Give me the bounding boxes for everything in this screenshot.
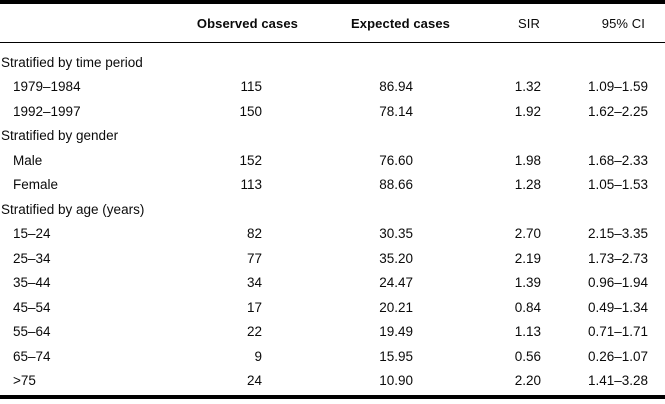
sir-value: 0.56 [514,348,541,364]
ci-value: 1.09–1.59 [587,79,648,95]
section-header-row: Stratified by age (years) [0,197,665,222]
expected-value: 19.49 [379,324,413,340]
sir-value: 2.70 [514,226,541,242]
observed-value: 152 [239,152,262,168]
observed-value: 24 [246,373,262,389]
row-label: 1979–1984 [13,79,81,95]
ci-value: 1.62–2.25 [587,103,648,119]
expected-value: 35.20 [379,250,413,266]
sir-value: 1.13 [514,324,541,340]
expected-value: 10.90 [379,373,413,389]
col-header-95ci: 95% CI [601,15,645,31]
table-row: 1992–1997 150 78.14 1.92 1.62–2.25 [0,99,665,124]
row-label: 55–64 [13,324,51,340]
sir-value: 1.28 [514,177,541,193]
col-header-observed-cases: Observed cases [196,15,298,31]
row-label: Female [13,177,59,193]
observed-value: 113 [240,177,262,193]
row-label: 45–54 [13,299,51,315]
ci-value: 0.96–1.94 [587,275,648,291]
expected-value: 86.94 [379,79,413,95]
observed-value: 34 [246,275,262,291]
sir-value: 2.20 [514,373,541,389]
section-header-row: Stratified by time period [0,50,665,75]
table-row: 1979–1984 115 86.94 1.32 1.09–1.59 [0,75,665,100]
observed-value: 77 [246,250,262,266]
row-label: Male [13,152,43,168]
table-row: Female 113 88.66 1.28 1.05–1.53 [0,173,665,198]
row-label: 25–34 [13,250,51,266]
expected-value: 88.66 [379,177,413,193]
expected-value: 24.47 [379,275,413,291]
ci-value: 2.15–3.35 [587,226,648,242]
row-label: >75 [13,373,36,389]
observed-value: 22 [246,324,262,340]
expected-value: 20.21 [379,299,413,315]
sir-value: 0.84 [514,299,541,315]
observed-value: 82 [246,226,262,242]
col-header-sir: SIR [518,15,540,31]
row-label: 35–44 [13,275,51,291]
col-header-expected-cases: Expected cases [351,15,450,31]
observed-value: 9 [254,348,262,364]
table-body: Stratified by time period 1979–1984 115 … [0,43,665,395]
observed-value: 17 [246,299,262,315]
observed-value: 115 [240,79,262,95]
table-row: 65–74 9 15.95 0.56 0.26–1.07 [0,344,665,369]
sir-value: 1.39 [514,275,541,291]
table-row: 45–54 17 20.21 0.84 0.49–1.34 [0,295,665,320]
sir-value: 1.92 [514,103,541,119]
ci-value: 1.73–2.73 [587,250,648,266]
expected-value: 76.60 [379,152,413,168]
row-label: 15–24 [13,226,51,242]
ci-value: 1.68–2.33 [587,152,648,168]
row-label: 65–74 [13,348,51,364]
sir-value: 1.32 [514,79,541,95]
table-row: >75 24 10.90 2.20 1.41–3.28 [0,369,665,394]
ci-value: 1.41–3.28 [587,373,648,389]
ci-value: 0.26–1.07 [587,348,648,364]
table-row: 25–34 77 35.20 2.19 1.73–2.73 [0,246,665,271]
table-row: Male 152 76.60 1.98 1.68–2.33 [0,148,665,173]
table-row: 55–64 22 19.49 1.13 0.71–1.71 [0,320,665,345]
section-label-age: Stratified by age (years) [1,201,145,217]
expected-value: 15.95 [379,348,413,364]
section-header-row: Stratified by gender [0,124,665,149]
sir-value: 1.98 [514,152,541,168]
ci-value: 0.49–1.34 [587,299,648,315]
ci-value: 0.71–1.71 [587,324,648,340]
table-header-row: Observed cases Expected cases SIR 95% CI [0,4,665,43]
table-row: 15–24 82 30.35 2.70 2.15–3.35 [0,222,665,247]
expected-value: 78.14 [379,103,413,119]
row-label: 1992–1997 [13,103,81,119]
table-row: 35–44 34 24.47 1.39 0.96–1.94 [0,271,665,296]
section-label-gender: Stratified by gender [1,128,119,144]
section-label-time-period: Stratified by time period [1,54,143,70]
observed-value: 150 [239,103,262,119]
expected-value: 30.35 [379,226,413,242]
ci-value: 1.05–1.53 [587,177,648,193]
sir-value: 2.19 [514,250,541,266]
